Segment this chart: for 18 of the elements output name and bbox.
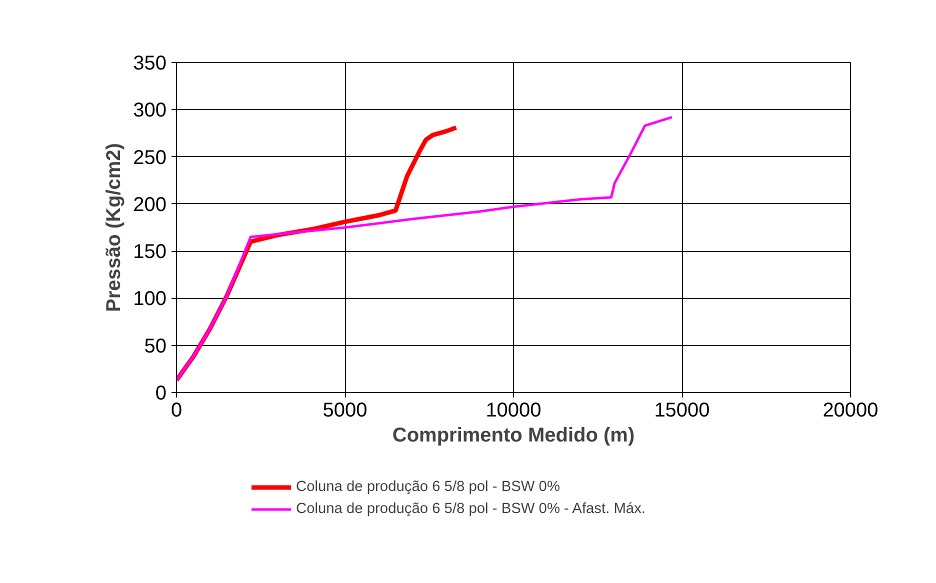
x-axis-title: Comprimento Medido (m) bbox=[392, 424, 635, 446]
x-tick-label: 15000 bbox=[654, 400, 710, 422]
y-tick-label: 300 bbox=[133, 100, 167, 122]
y-axis-title: Pressão (Kg/cm2) bbox=[103, 143, 126, 312]
x-tick-label: 5000 bbox=[322, 400, 368, 422]
y-tick-label: 200 bbox=[133, 194, 167, 216]
line-series bbox=[176, 116, 674, 382]
legend-label: Coluna de produção 6 5/8 pol - BSW 0% bbox=[296, 479, 560, 495]
legend-label: Coluna de produção 6 5/8 pol - BSW 0% - Afast. Máx. bbox=[296, 501, 646, 517]
x-tick-label: 10000 bbox=[486, 400, 542, 422]
y-tick-label: 0 bbox=[155, 382, 166, 404]
x-tick-label: 20000 bbox=[822, 400, 878, 422]
y-tick-label: 50 bbox=[144, 335, 167, 358]
y-tick-label: 250 bbox=[133, 146, 167, 169]
y-tick-label: 150 bbox=[133, 241, 167, 264]
y-tick-label: 100 bbox=[133, 288, 167, 310]
y-tick-label: 350 bbox=[133, 52, 167, 74]
x-tick-label: 0 bbox=[170, 400, 182, 422]
